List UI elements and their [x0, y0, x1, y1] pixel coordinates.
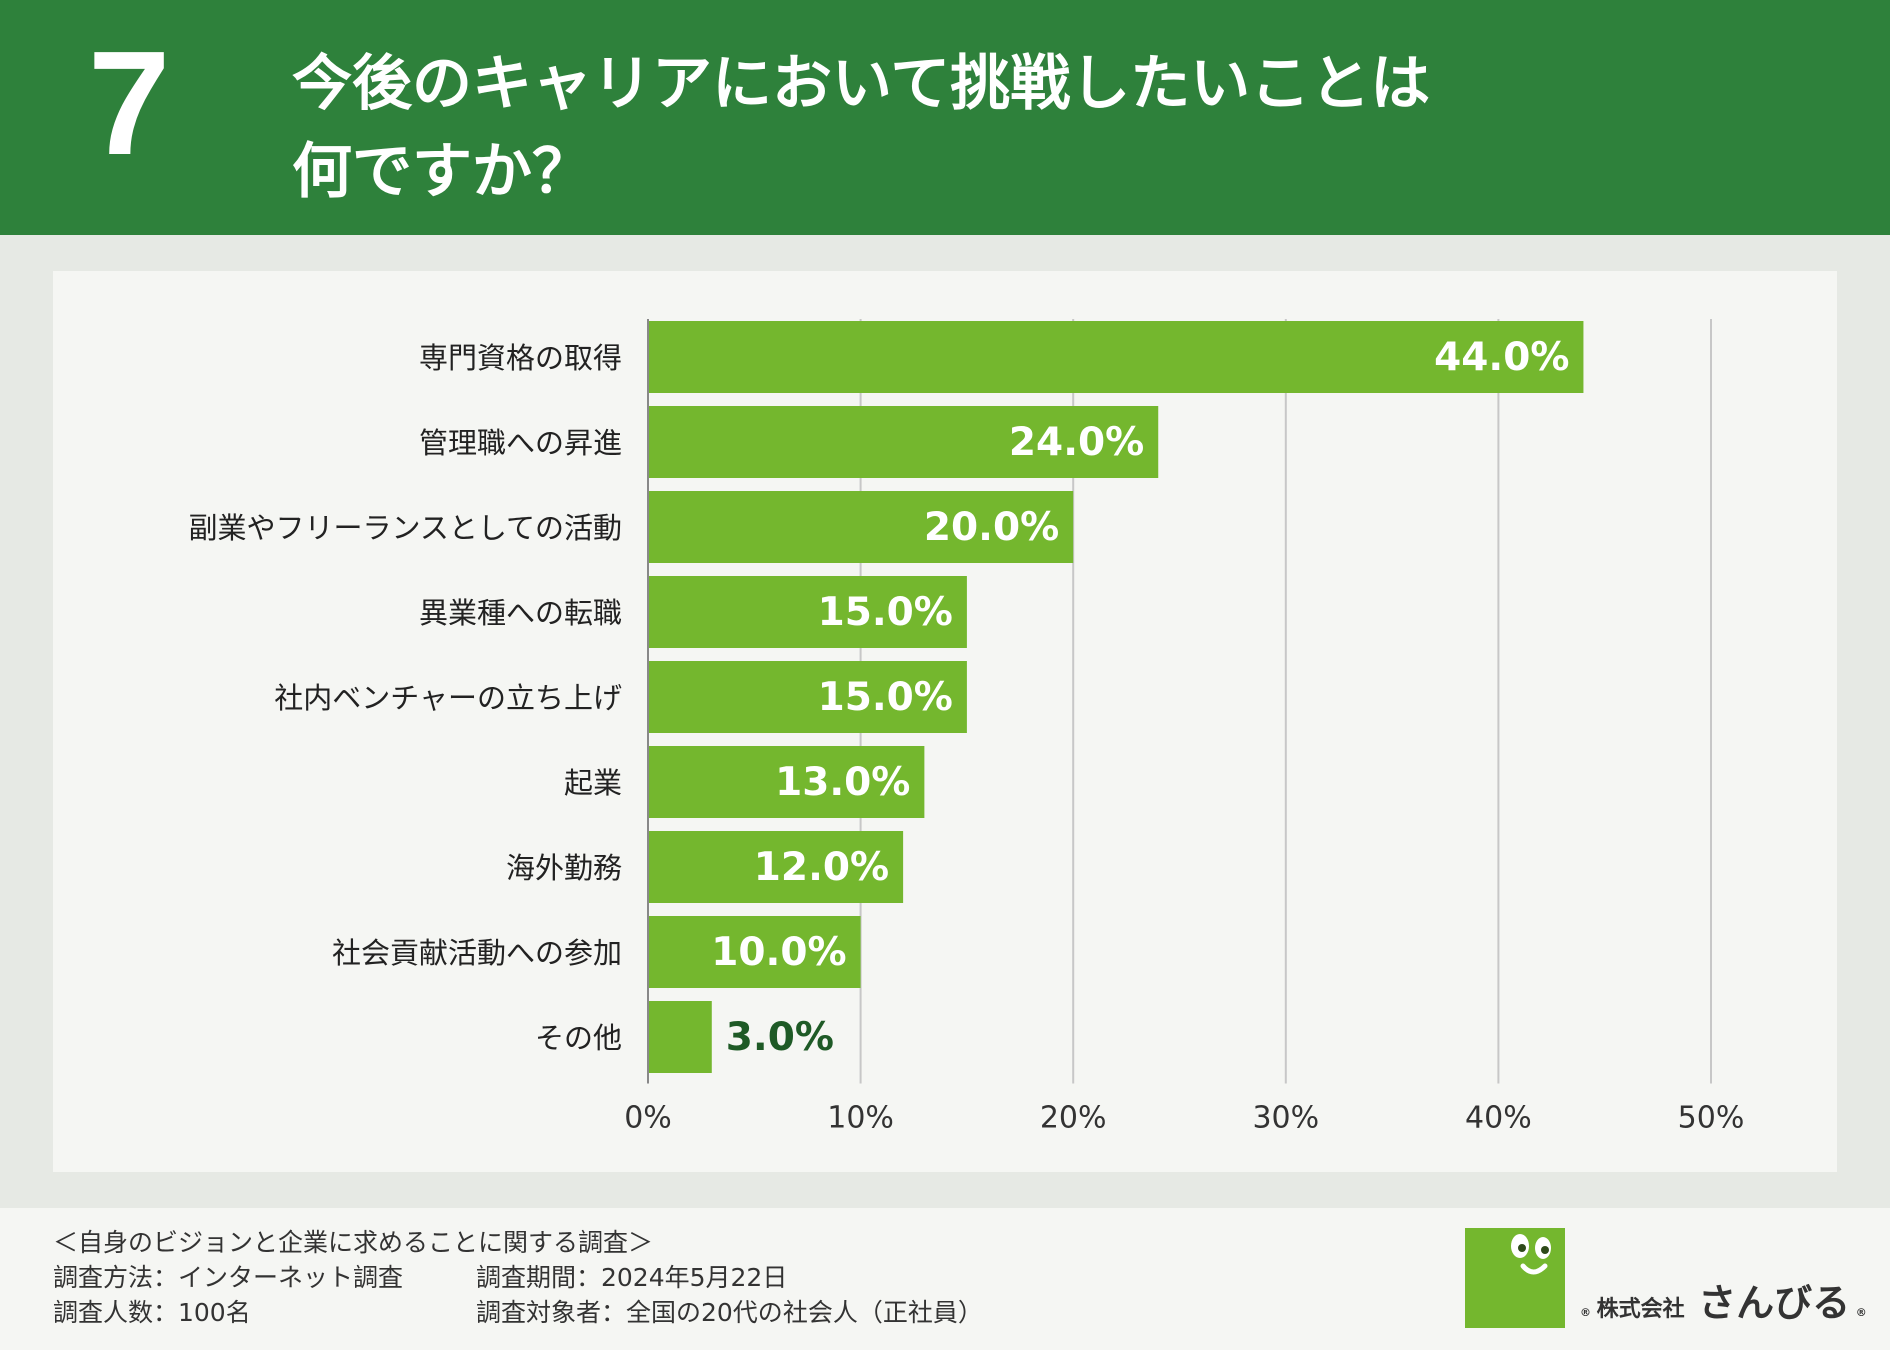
value-label: 3.0%: [726, 1015, 834, 1060]
logo-mascot-icon: [1465, 1228, 1565, 1328]
x-tick-label: 20%: [1040, 1101, 1107, 1136]
value-label: 15.0%: [818, 675, 953, 720]
x-tick-label: 40%: [1465, 1101, 1532, 1136]
category-label: 社内ベンチャーの立ち上げ: [274, 681, 622, 715]
category-label: 海外勤務: [506, 851, 622, 885]
bar: [648, 746, 925, 818]
category-label: 起業: [564, 766, 622, 800]
registered-mark-2: ®: [1855, 1306, 1867, 1319]
logo-corp: 株式会社: [1596, 1297, 1685, 1322]
logo-text: ® 株式会社 さんびる ®: [1580, 1284, 1867, 1322]
bar: [648, 321, 1584, 393]
value-label: 24.0%: [1009, 420, 1144, 465]
header-banner: 7 今後のキャリアにおいて挑戦したいことは 何ですか？: [0, 0, 1890, 235]
bar: [648, 831, 904, 903]
question-title-line1: 今後のキャリアにおいて挑戦したいことは: [292, 49, 1431, 119]
category-label: 管理職への昇進: [419, 426, 622, 460]
bar: [648, 661, 967, 733]
category-label: 異業種への転職: [419, 596, 622, 630]
category-label: 社会貢献活動への参加: [332, 936, 622, 970]
bar-chart: 0% 10% 20% 30% 40% 50% 専門資格の取得 44.0% 管理職への昇進 24.0…: [188, 319, 1745, 1136]
x-tick-label: 0%: [624, 1101, 672, 1136]
survey-name: ＜自身のビジョンと企業に求めることに関する調査＞: [53, 1228, 654, 1257]
value-label: 10.0%: [711, 930, 846, 975]
question-number: 7: [88, 21, 171, 186]
x-tick-label: 10%: [827, 1101, 894, 1136]
bar: [648, 491, 1074, 563]
x-tick-label: 30%: [1252, 1101, 1319, 1136]
bar: [648, 406, 1159, 478]
question-title: 今後のキャリアにおいて挑戦したいことは 何ですか？: [292, 40, 1592, 216]
survey-period: 調査期間：2024年5月22日: [476, 1263, 788, 1292]
survey-method: 調査方法：インターネット調査: [53, 1263, 404, 1292]
survey-target: 調査対象者：全国の20代の社会人（正社員）: [476, 1298, 983, 1327]
mascot-face-icon: [1511, 1234, 1551, 1275]
category-label: その他: [535, 1021, 622, 1055]
bar: [648, 576, 967, 648]
chart-panel: 0% 10% 20% 30% 40% 50% 専門資格の取得 44.0% 管理職への昇進 24.0…: [53, 271, 1837, 1172]
survey-count: 調査人数：100名: [53, 1298, 251, 1327]
logo-name: さんびる: [1698, 1281, 1851, 1325]
category-label: 副業やフリーランスとしての活動: [188, 511, 622, 545]
value-label: 13.0%: [775, 760, 910, 805]
registered-mark: ®: [1580, 1306, 1591, 1319]
value-label: 44.0%: [1434, 335, 1569, 380]
bar: [648, 916, 861, 988]
footer: ＜自身のビジョンと企業に求めることに関する調査＞ 調査方法：インターネット調査 …: [0, 1208, 1890, 1350]
bar: [648, 1001, 712, 1073]
value-label: 12.0%: [754, 845, 889, 890]
category-label: 専門資格の取得: [419, 341, 622, 375]
value-label: 20.0%: [924, 505, 1059, 550]
value-label: 15.0%: [818, 590, 953, 635]
question-title-line2: 何ですか？: [292, 137, 592, 207]
x-tick-label: 50%: [1678, 1101, 1745, 1136]
